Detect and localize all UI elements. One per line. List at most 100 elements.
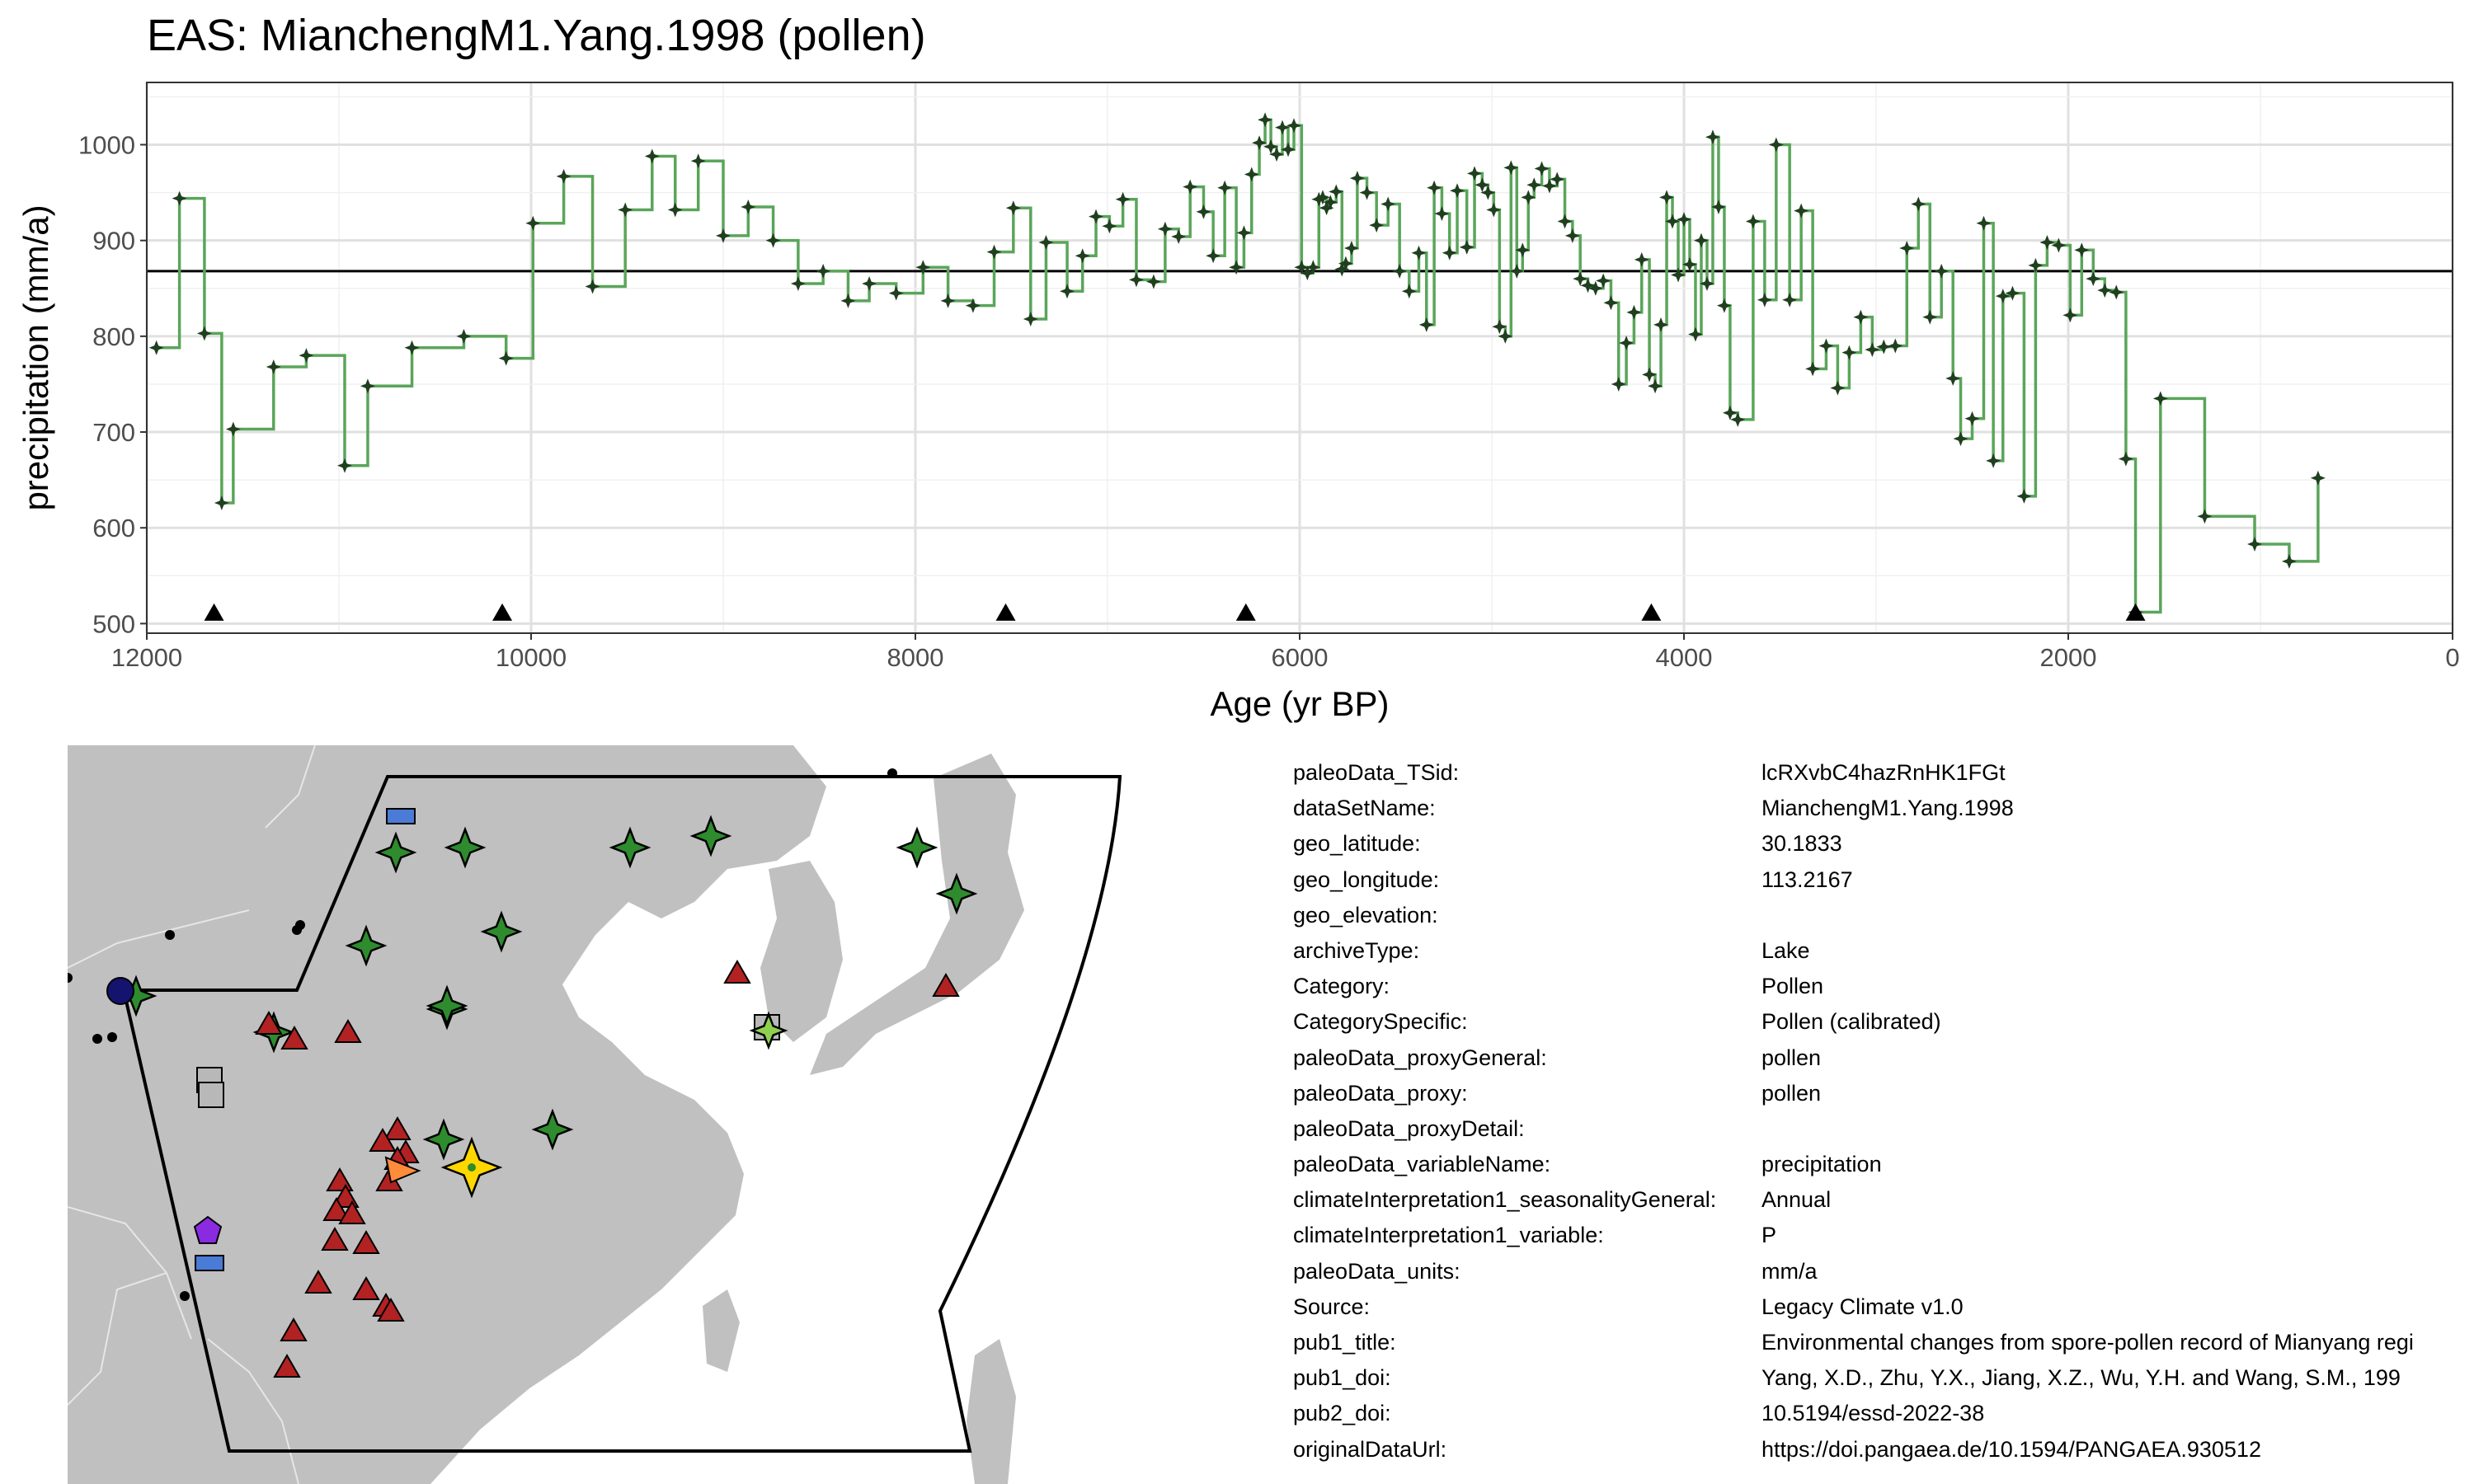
metadata-row: Category: Pollen: [1293, 974, 2474, 1009]
data-point: [790, 275, 806, 291]
data-point: [644, 148, 660, 164]
data-point: [1705, 129, 1720, 145]
site-dot: [887, 768, 897, 778]
data-point: [1498, 328, 1513, 344]
data-point: [1467, 166, 1483, 181]
data-point: [299, 348, 314, 364]
site-star: [896, 826, 938, 869]
metadata-value: 113.2167: [1761, 866, 1853, 892]
data-point: [1005, 200, 1021, 216]
data-point: [1258, 112, 1273, 128]
site-triangle: [334, 1018, 362, 1043]
metadata-row: pub1_title: Environmental changes from sp…: [1293, 1330, 2474, 1365]
x-tick-label: 2000: [2040, 643, 2097, 672]
age-control-triangle: [2125, 603, 2146, 621]
data-point: [1626, 304, 1642, 320]
y-tick-label: 700: [92, 418, 135, 447]
data-point: [1480, 185, 1496, 200]
data-point: [862, 275, 877, 291]
data-point: [1976, 215, 1992, 231]
data-point: [1550, 171, 1565, 187]
data-point: [1515, 242, 1531, 258]
x-tick-label: 4000: [1656, 643, 1713, 672]
data-point: [1427, 180, 1442, 195]
data-point: [1687, 326, 1703, 342]
data-point: [1311, 191, 1327, 207]
data-point: [1841, 345, 1857, 360]
site-star: [935, 872, 978, 915]
data-point: [1329, 184, 1344, 200]
time-series-chart: 12000 10000 8000 6000 4000 2000 0 500 600 700 800…: [16, 82, 2460, 723]
data-point: [2051, 237, 2067, 253]
metadata-value: lcRXvbC4hazRnHK1FGt: [1761, 760, 2006, 785]
data-point: [1865, 342, 1880, 358]
data-point: [1418, 317, 1434, 332]
site-dot: [292, 925, 302, 935]
data-point: [1411, 245, 1427, 261]
data-point: [196, 326, 212, 341]
metadata-row: paleoData_variableName: precipitation: [1293, 1152, 2474, 1187]
metadata-row: paleoData_proxyGeneral: pollen: [1293, 1045, 2474, 1081]
data-point: [1244, 167, 1259, 182]
metadata-row: paleoData_proxyDetail:: [1293, 1116, 2474, 1152]
data-point: [1665, 214, 1681, 229]
data-point: [1888, 338, 1903, 354]
data-point: [1060, 284, 1075, 299]
data-point: [1089, 209, 1104, 224]
y-axis: 500 600 700 800 900 1000: [78, 131, 147, 638]
metadata-value: Pollen (calibrated): [1761, 1009, 1941, 1035]
data-point: [1953, 431, 1968, 447]
data-point: [1805, 361, 1821, 377]
data-point: [1323, 195, 1338, 210]
metadata-key: paleoData_TSid:: [1293, 760, 1460, 785]
data-point: [2062, 308, 2078, 323]
data-point: [1157, 221, 1173, 237]
data-point: [2074, 242, 2090, 258]
metadata-value: Environmental changes from spore-pollen …: [1761, 1330, 2414, 1355]
data-point: [1038, 235, 1054, 251]
data-point: [1710, 200, 1726, 215]
site-triangle: [255, 1010, 283, 1035]
age-control-triangle: [492, 603, 513, 621]
site-star: [345, 924, 388, 967]
site-orange-marker: [384, 1156, 421, 1184]
data-point: [1171, 229, 1187, 245]
metadata-key: paleoData_proxy:: [1293, 1080, 1468, 1106]
data-point: [456, 328, 472, 344]
data-point: [1876, 339, 1892, 355]
site-triangle: [338, 1200, 366, 1224]
age-control-triangle: [995, 603, 1016, 621]
metadata-key: dataSetName:: [1293, 796, 1436, 821]
metadata-key: paleoData_proxyGeneral:: [1293, 1045, 1547, 1070]
metadata-key: climateInterpretation1_seasonalityGenera…: [1293, 1187, 1717, 1213]
site-triangle: [304, 1269, 332, 1294]
metadata-key: paleoData_units:: [1293, 1258, 1460, 1284]
metadata-row: CategorySpecific: Pollen (calibrated): [1293, 1009, 2474, 1045]
metadata-key: climateInterpretation1_variable:: [1293, 1223, 1604, 1248]
map-land-philippines: [967, 1339, 1016, 1484]
data-point: [1115, 191, 1131, 207]
data-point: [2028, 257, 2044, 273]
site-lime-star: [749, 1011, 788, 1050]
site-star: [480, 910, 523, 953]
data-point: [2197, 509, 2213, 524]
data-point: [1642, 367, 1658, 383]
data-point: [1564, 228, 1580, 243]
data-point: [148, 340, 164, 355]
site-triangle: [273, 1353, 301, 1378]
data-point: [1434, 206, 1450, 222]
selected-site-center: [468, 1163, 476, 1172]
site-pentagon: [193, 1215, 223, 1244]
age-control-triangle: [204, 603, 224, 621]
site-triangle: [932, 972, 960, 997]
metadata-key: geo_elevation:: [1293, 902, 1438, 928]
site-triangle: [369, 1127, 397, 1152]
data-point: [888, 285, 904, 301]
site-dot: [165, 930, 175, 940]
data-point: [1995, 289, 2011, 304]
data-point: [1768, 137, 1784, 153]
metadata-row: dataSetName: MianchengM1.Yang.1998: [1293, 796, 2474, 831]
data-point: [1145, 274, 1161, 289]
data-point: [1300, 265, 1315, 281]
metadata-value: Legacy Climate v1.0: [1761, 1294, 1964, 1319]
